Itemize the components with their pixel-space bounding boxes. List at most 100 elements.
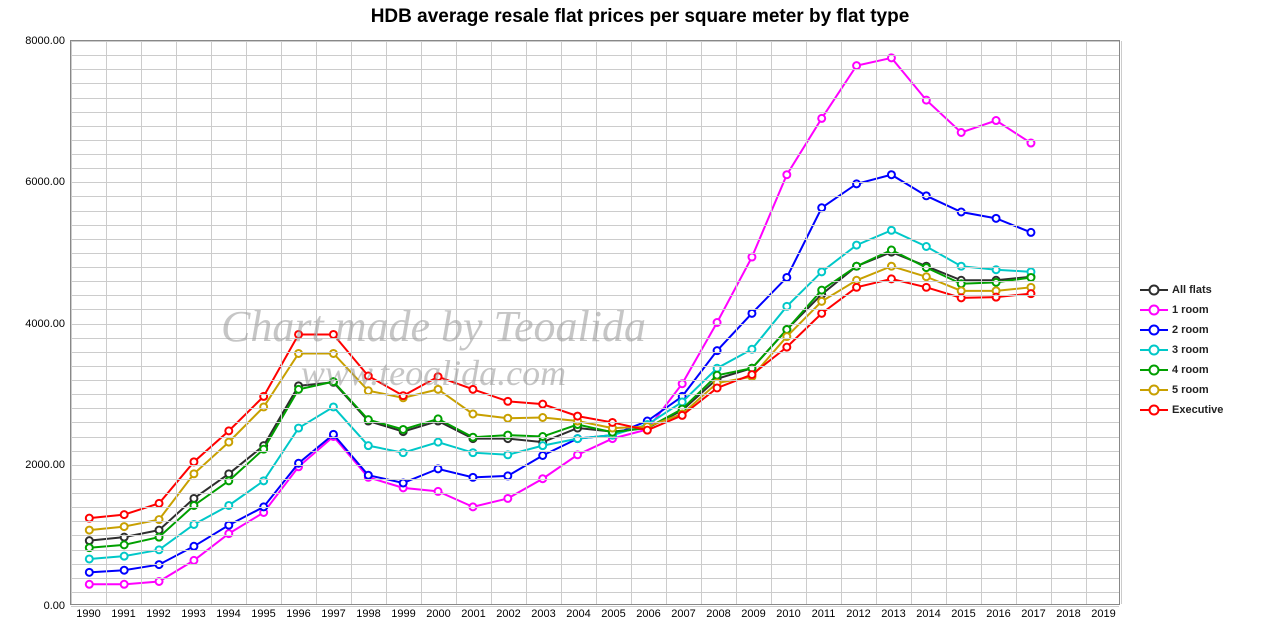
series-marker-two_room xyxy=(783,274,790,281)
legend-marker-icon xyxy=(1149,385,1160,396)
gridline-horizontal xyxy=(71,408,1119,409)
series-marker-two_room xyxy=(714,347,721,354)
series-marker-four_room xyxy=(714,372,721,379)
series-marker-five_room xyxy=(539,414,546,421)
legend-label: 4 room xyxy=(1172,364,1209,376)
x-axis-tick-label: 2012 xyxy=(846,604,870,620)
series-marker-two_room xyxy=(888,171,895,178)
series-marker-one_room xyxy=(574,451,581,458)
series-marker-executive xyxy=(818,310,825,317)
gridline-horizontal xyxy=(71,267,1119,268)
series-marker-five_room xyxy=(818,298,825,305)
legend-label: Executive xyxy=(1172,404,1223,416)
gridline-horizontal xyxy=(71,196,1119,197)
series-marker-two_room xyxy=(1027,229,1034,236)
series-marker-five_room xyxy=(435,386,442,393)
gridline-vertical xyxy=(106,41,107,604)
series-marker-four_room xyxy=(993,279,1000,286)
series-marker-one_room xyxy=(86,581,93,588)
series-marker-one_room xyxy=(993,117,1000,124)
x-axis-tick-label: 1998 xyxy=(356,604,380,620)
legend-item-one_room: 1 room xyxy=(1140,300,1223,320)
x-axis-tick-label: 1999 xyxy=(391,604,415,620)
gridline-vertical xyxy=(141,41,142,604)
series-marker-three_room xyxy=(121,553,128,560)
series-marker-executive xyxy=(225,427,232,434)
series-marker-four_room xyxy=(435,415,442,422)
x-axis-tick-label: 2018 xyxy=(1056,604,1080,620)
gridline-vertical xyxy=(1086,41,1087,604)
x-axis-tick-label: 2014 xyxy=(916,604,940,620)
gridline-horizontal xyxy=(71,564,1119,565)
series-marker-executive xyxy=(156,500,163,507)
x-axis-tick-label: 2017 xyxy=(1021,604,1045,620)
gridline-horizontal xyxy=(71,507,1119,508)
legend-marker-icon xyxy=(1149,345,1160,356)
legend-marker-icon xyxy=(1149,305,1160,316)
series-marker-four_room xyxy=(121,541,128,548)
gridline-horizontal xyxy=(71,239,1119,240)
series-marker-three_room xyxy=(330,403,337,410)
gridline-horizontal xyxy=(71,338,1119,339)
x-axis-tick-label: 2019 xyxy=(1091,604,1115,620)
series-marker-three_room xyxy=(888,227,895,234)
x-axis-tick-label: 2006 xyxy=(636,604,660,620)
series-marker-three_room xyxy=(504,451,511,458)
gridline-horizontal xyxy=(71,126,1119,127)
gridline-vertical xyxy=(1051,41,1052,604)
gridline-horizontal xyxy=(71,324,1119,325)
series-marker-all_flats xyxy=(156,527,163,534)
series-marker-executive xyxy=(644,427,651,434)
legend-item-three_room: 3 room xyxy=(1140,340,1223,360)
gridline-horizontal xyxy=(71,69,1119,70)
legend-label: 3 room xyxy=(1172,344,1209,356)
series-marker-five_room xyxy=(190,470,197,477)
gridline-horizontal xyxy=(71,112,1119,113)
gridline-vertical xyxy=(351,41,352,604)
series-marker-executive xyxy=(539,401,546,408)
y-axis-tick-label: 4000.00 xyxy=(25,318,71,330)
series-marker-executive xyxy=(469,386,476,393)
x-axis-tick-label: 1997 xyxy=(321,604,345,620)
series-marker-three_room xyxy=(435,439,442,446)
gridline-horizontal xyxy=(71,281,1119,282)
gridline-horizontal xyxy=(71,352,1119,353)
gridline-vertical xyxy=(841,41,842,604)
gridline-horizontal xyxy=(71,578,1119,579)
gridline-horizontal xyxy=(71,465,1119,466)
legend-swatch xyxy=(1140,403,1168,417)
series-marker-one_room xyxy=(714,319,721,326)
series-marker-four_room xyxy=(400,426,407,433)
series-marker-five_room xyxy=(958,287,965,294)
gridline-horizontal xyxy=(71,309,1119,310)
gridline-vertical xyxy=(911,41,912,604)
legend-marker-icon xyxy=(1149,405,1160,416)
series-marker-three_room xyxy=(853,242,860,249)
x-axis-tick-label: 2010 xyxy=(776,604,800,620)
gridline-horizontal xyxy=(71,535,1119,536)
series-marker-executive xyxy=(783,344,790,351)
x-axis-tick-label: 2015 xyxy=(951,604,975,620)
x-axis-tick-label: 2007 xyxy=(671,604,695,620)
legend-marker-icon xyxy=(1149,365,1160,376)
series-marker-two_room xyxy=(365,472,372,479)
x-axis-tick-label: 1993 xyxy=(181,604,205,620)
series-marker-two_room xyxy=(748,310,755,317)
gridline-horizontal xyxy=(71,98,1119,99)
series-marker-executive xyxy=(853,284,860,291)
series-marker-all_flats xyxy=(86,537,93,544)
series-marker-two_room xyxy=(225,522,232,529)
series-marker-five_room xyxy=(260,403,267,410)
gridline-vertical xyxy=(946,41,947,604)
series-marker-four_room xyxy=(295,386,302,393)
legend-marker-icon xyxy=(1149,325,1160,336)
plot-area: 0.002000.004000.006000.008000.0019901991… xyxy=(70,40,1120,605)
gridline-vertical xyxy=(421,41,422,604)
series-marker-executive xyxy=(504,398,511,405)
legend-label: 5 room xyxy=(1172,384,1209,396)
x-axis-tick-label: 2013 xyxy=(881,604,905,620)
series-marker-four_room xyxy=(783,326,790,333)
gridline-vertical xyxy=(386,41,387,604)
gridline-vertical xyxy=(596,41,597,604)
series-marker-two_room xyxy=(121,567,128,574)
